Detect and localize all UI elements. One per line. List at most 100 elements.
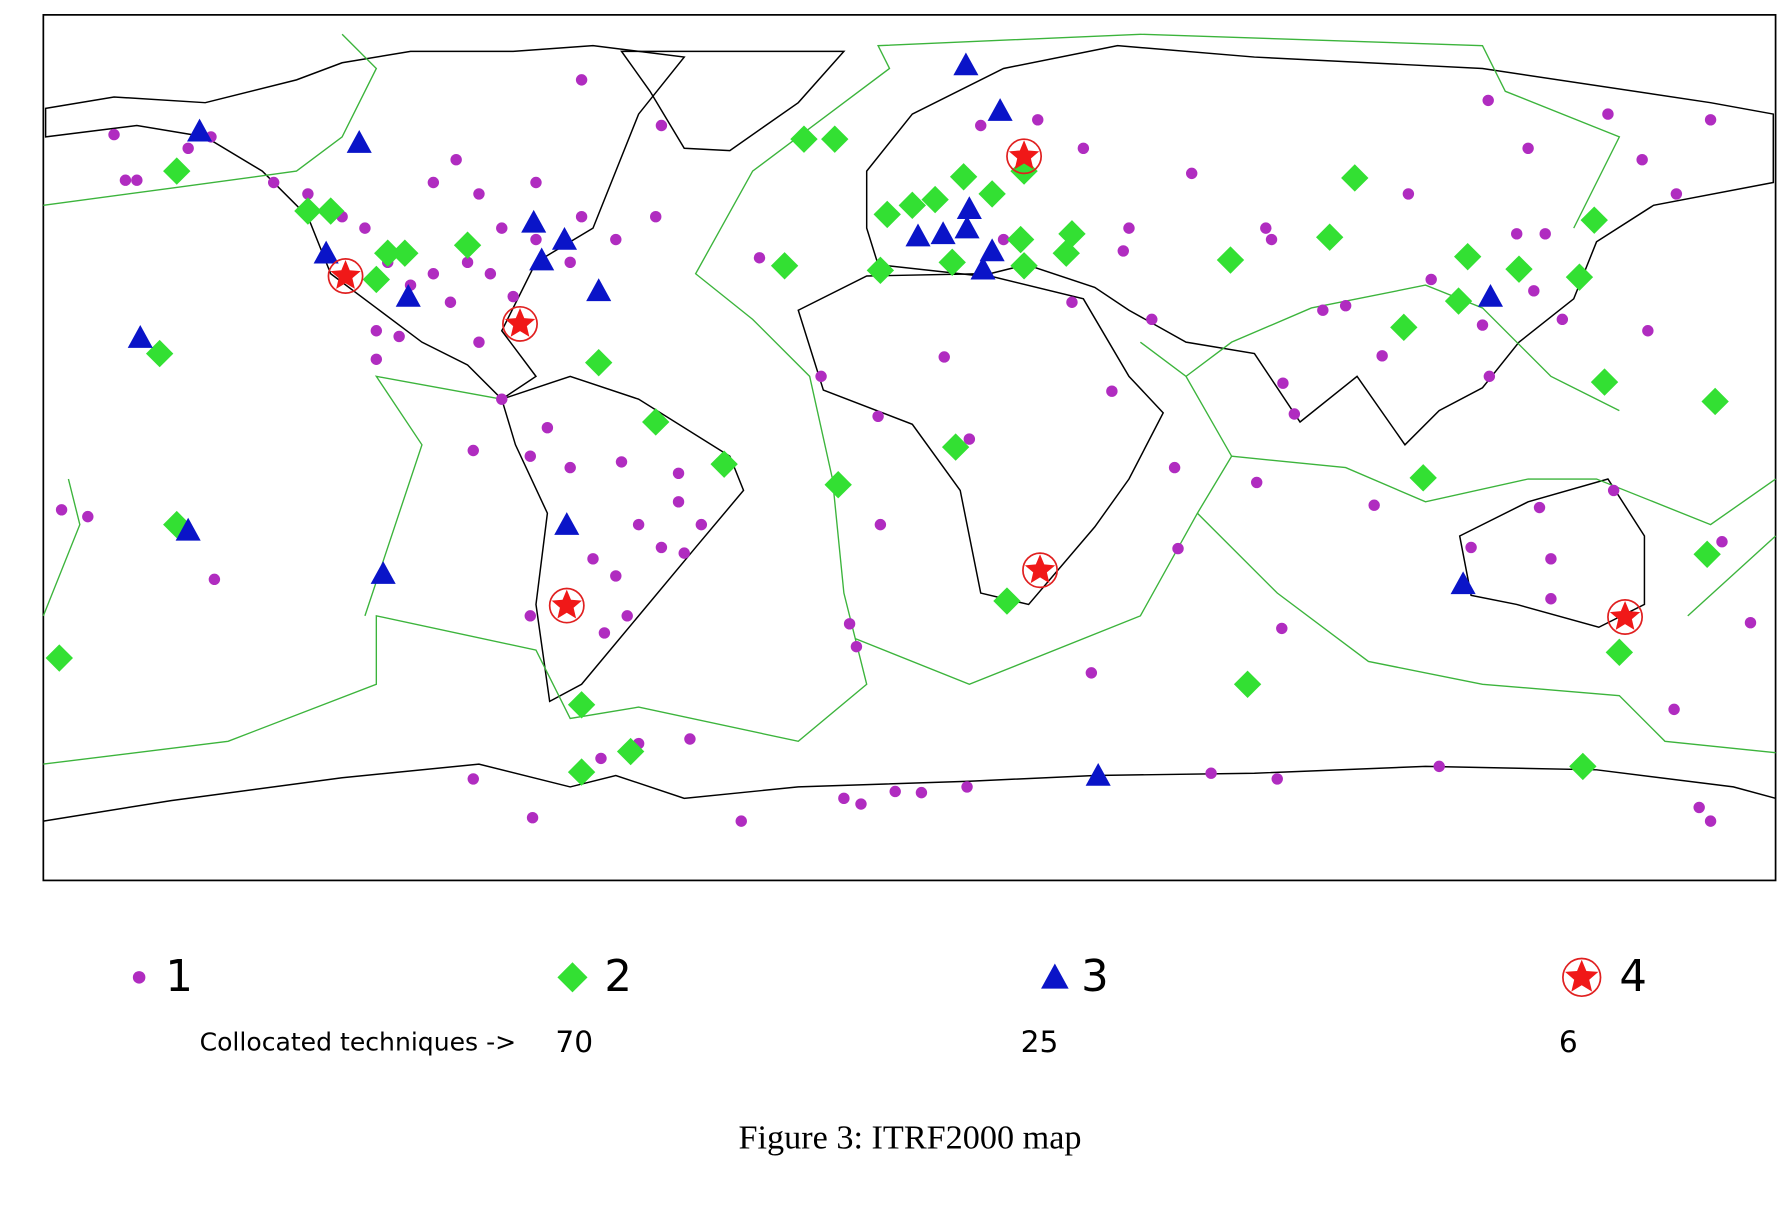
- station-1: [1425, 273, 1437, 286]
- station-1: [1077, 142, 1090, 154]
- station-3: [127, 325, 153, 348]
- station-1: [1277, 377, 1289, 389]
- station-1: [393, 330, 405, 343]
- station-1: [1146, 313, 1158, 326]
- station-1: [632, 518, 645, 531]
- station-1: [1066, 296, 1078, 308]
- plate-boundary: [1231, 455, 1776, 526]
- station-2: [1605, 638, 1634, 667]
- station-3: [395, 283, 421, 307]
- australia: [1458, 478, 1646, 629]
- station-2: [1444, 287, 1473, 315]
- legend-label: 2: [604, 952, 632, 1002]
- station-3: [956, 196, 982, 219]
- station-1: [1636, 153, 1648, 166]
- station-2: [585, 349, 613, 377]
- station-1: [1476, 319, 1489, 331]
- station-1: [1704, 815, 1717, 827]
- station-1: [1482, 94, 1494, 107]
- station-1: [1716, 536, 1728, 548]
- plate-boundary: [42, 478, 81, 617]
- station-3: [1477, 283, 1504, 307]
- station-1: [1376, 350, 1388, 362]
- station-1: [1602, 108, 1614, 120]
- station-3: [979, 238, 1005, 262]
- station-1: [1693, 801, 1705, 814]
- station-3: [970, 256, 996, 280]
- station-1: [1368, 499, 1380, 511]
- plate-boundary: [1185, 284, 1620, 412]
- station-1: [467, 773, 479, 785]
- station-2: [941, 433, 970, 461]
- station-2: [949, 163, 978, 191]
- station-1: [1642, 325, 1654, 337]
- station-2: [145, 339, 174, 368]
- station-1: [526, 811, 539, 824]
- plate-boundary: [1687, 535, 1777, 617]
- legend: 1 2 3 4: [132, 952, 1647, 1002]
- station-2: [993, 587, 1021, 615]
- station-2: [453, 231, 482, 259]
- station-2: [873, 200, 901, 229]
- station-1: [615, 456, 628, 468]
- count: 70: [555, 1024, 593, 1059]
- station-3: [175, 517, 201, 541]
- station-1: [889, 785, 901, 798]
- station-1: [575, 211, 588, 223]
- station-1: [915, 786, 928, 799]
- station-1: [1607, 484, 1620, 497]
- station-1: [1032, 114, 1044, 126]
- station-2: [1565, 263, 1594, 291]
- plate-boundary: [43, 33, 1621, 765]
- station-2: [45, 644, 73, 672]
- station-1: [132, 971, 146, 984]
- station-1: [595, 752, 607, 765]
- greenland: [620, 50, 846, 152]
- station-4: [1565, 959, 1599, 992]
- station-2: [938, 248, 966, 277]
- station-1: [108, 128, 120, 141]
- station-4: [1008, 140, 1040, 170]
- station-1: [444, 296, 457, 308]
- station-1: [575, 74, 588, 86]
- world-map: [42, 14, 1777, 882]
- station-1: [961, 781, 973, 793]
- station-2: [1505, 255, 1533, 283]
- station-1: [1260, 222, 1272, 234]
- station-3: [586, 278, 612, 302]
- station-1: [843, 618, 856, 630]
- station-1: [496, 393, 508, 405]
- station-1: [963, 433, 976, 445]
- plate-boundaries: [42, 33, 1777, 765]
- station-2: [1590, 368, 1619, 396]
- plate-boundary: [364, 375, 502, 617]
- station-1: [1744, 616, 1757, 629]
- station-4: [330, 260, 361, 289]
- station-2: [362, 265, 391, 294]
- station-1: [1433, 760, 1445, 773]
- station-1: [587, 553, 599, 565]
- station-1: [815, 370, 827, 383]
- station-1: [1085, 667, 1098, 679]
- station-1: [1704, 114, 1717, 126]
- station-1: [1271, 773, 1283, 785]
- station-1: [684, 733, 696, 745]
- station-1: [695, 518, 708, 531]
- station-1: [838, 792, 850, 805]
- collocated-label: Collocated techniques ->: [200, 1027, 517, 1056]
- caption: Figure 3: ITRF2000 map: [739, 1119, 1082, 1156]
- station-1: [1276, 622, 1288, 635]
- station-1: [1668, 703, 1680, 716]
- station-1: [1317, 304, 1329, 316]
- station-1: [1106, 385, 1118, 397]
- station-1: [1533, 501, 1546, 514]
- station-2: [1453, 242, 1482, 271]
- station-1: [1670, 188, 1683, 200]
- station-4-ring: [327, 258, 364, 294]
- station-3: [313, 240, 339, 264]
- station-4-ring: [1006, 138, 1043, 175]
- station-1: [450, 153, 462, 166]
- station-1: [496, 222, 508, 234]
- station-1: [473, 336, 485, 348]
